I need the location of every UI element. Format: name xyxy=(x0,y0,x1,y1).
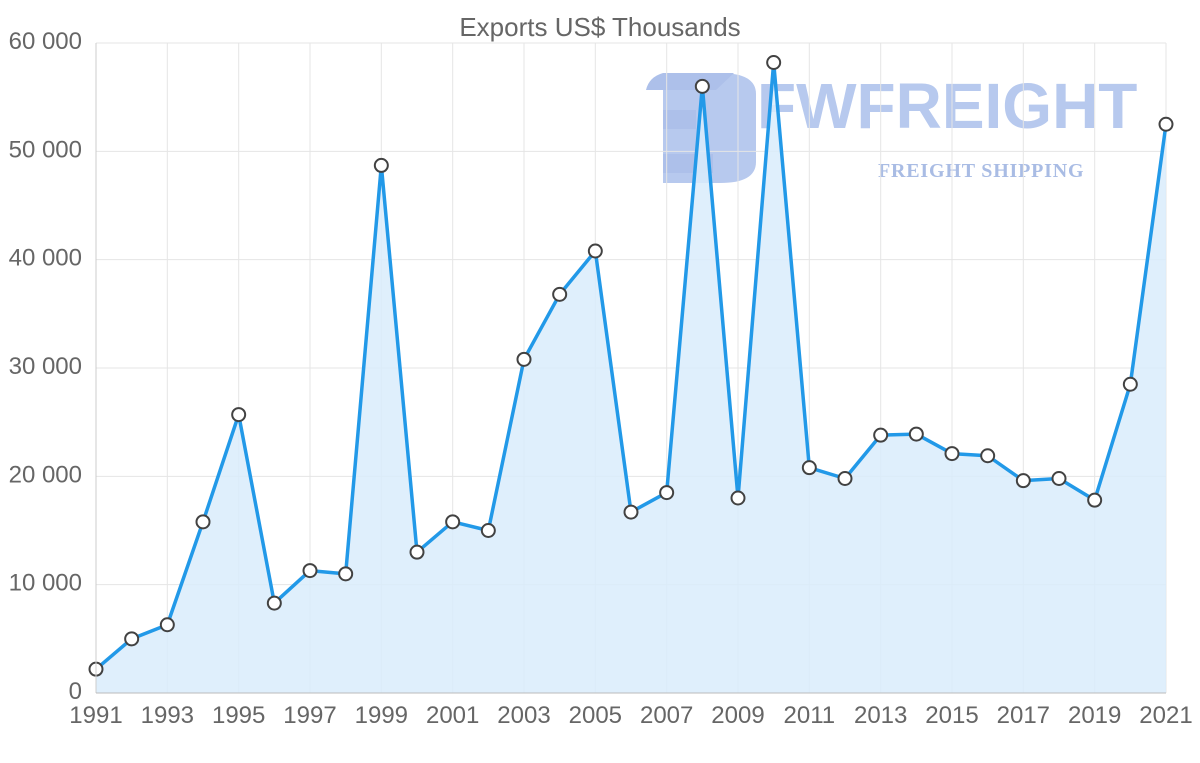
svg-text:1995: 1995 xyxy=(212,702,265,729)
svg-text:30 000: 30 000 xyxy=(9,353,82,380)
svg-text:1991: 1991 xyxy=(69,702,122,729)
svg-text:1999: 1999 xyxy=(355,702,408,729)
svg-text:10 000: 10 000 xyxy=(9,570,82,597)
svg-text:40 000: 40 000 xyxy=(9,245,82,272)
svg-text:2001: 2001 xyxy=(426,702,479,729)
svg-text:2015: 2015 xyxy=(925,702,978,729)
svg-text:20 000: 20 000 xyxy=(9,461,82,488)
svg-text:2007: 2007 xyxy=(640,702,693,729)
svg-text:1997: 1997 xyxy=(283,702,336,729)
svg-text:FREIGHT SHIPPING: FREIGHT SHIPPING xyxy=(878,160,1084,182)
svg-text:2021: 2021 xyxy=(1139,702,1192,729)
svg-text:2003: 2003 xyxy=(497,702,550,729)
svg-text:2005: 2005 xyxy=(569,702,622,729)
svg-text:2013: 2013 xyxy=(854,702,907,729)
svg-text:FWFREIGHT: FWFREIGHT xyxy=(757,70,1137,142)
svg-text:2019: 2019 xyxy=(1068,702,1121,729)
svg-text:50 000: 50 000 xyxy=(9,136,82,163)
svg-text:2009: 2009 xyxy=(711,702,764,729)
svg-text:1993: 1993 xyxy=(141,702,194,729)
svg-text:2017: 2017 xyxy=(997,702,1050,729)
svg-text:2011: 2011 xyxy=(784,702,836,729)
svg-text:0: 0 xyxy=(69,678,82,705)
